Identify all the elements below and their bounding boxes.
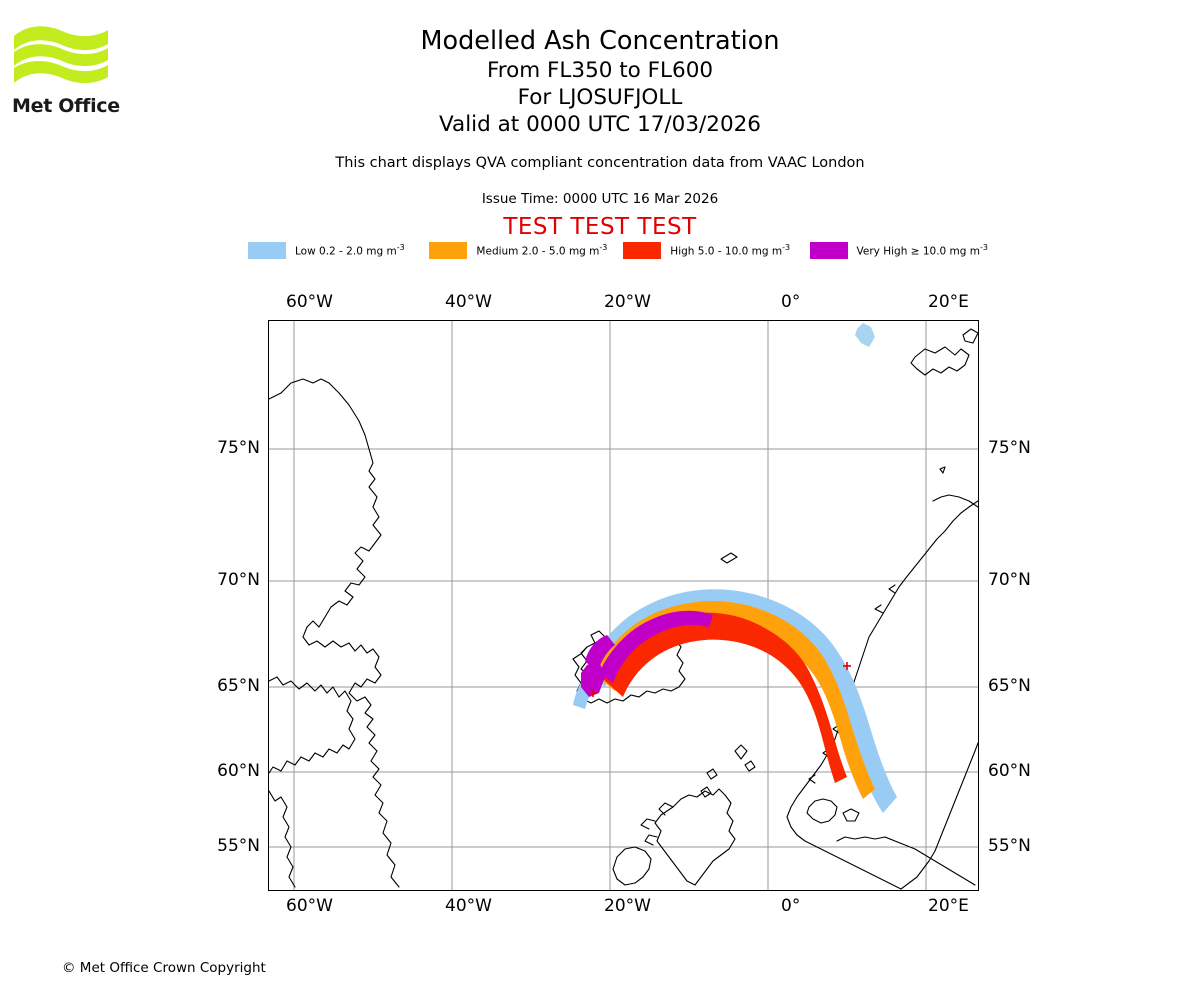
title-valid-at: Valid at 0000 UTC 17/03/2026 — [438, 112, 761, 137]
north-european-plain-coast — [836, 836, 976, 886]
lat-tick-left-4: 55°N — [217, 836, 260, 856]
map-canvas — [269, 321, 978, 890]
lat-tick-left-0: 75°N — [217, 438, 260, 458]
legend-swatch-very-high — [809, 241, 848, 259]
lat-tick-right-1: 70°N — [988, 570, 1031, 590]
jan-mayen-island — [720, 552, 738, 564]
lon-tick-top-1: 40°W — [445, 292, 492, 312]
lat-tick-left-3: 60°N — [217, 761, 260, 781]
lat-tick-right-4: 55°N — [988, 836, 1031, 856]
plume-very-high-band — [599, 610, 713, 683]
coastlines — [269, 328, 978, 890]
legend-entry-medium: Medium 2.0 - 5.0 mg m-3 — [429, 241, 607, 259]
islay — [644, 834, 658, 846]
lat-tick-right-3: 60°N — [988, 761, 1031, 781]
met-office-waves-icon — [14, 26, 108, 84]
lat-tick-right-0: 75°N — [988, 438, 1031, 458]
legend-label-very-high: Very High ≥ 10.0 mg m-3 — [856, 242, 988, 258]
page-title: Modelled Ash Concentration From FL350 to… — [0, 26, 1200, 138]
plume-tick-marker-icon — [843, 662, 851, 670]
graticule — [269, 321, 978, 890]
baffin-coast — [269, 790, 296, 888]
greenland-southwest-coast — [269, 676, 356, 774]
norway-west-coast — [786, 500, 978, 890]
plume-low-band — [587, 589, 897, 813]
svalbard-coast — [910, 346, 970, 376]
legend-swatch-medium — [429, 241, 468, 259]
issue-time: Issue Time: 0000 UTC 16 Mar 2026 — [481, 191, 719, 207]
denmark-jutland — [806, 798, 838, 824]
orkney-islands — [700, 786, 712, 798]
north-cape-coast — [932, 494, 978, 508]
title-volcano: For LJOSUFJOLL — [517, 85, 683, 110]
lat-tick-left-2: 65°N — [217, 676, 260, 696]
lon-tick-bottom-0: 60°W — [286, 896, 333, 916]
plume-high-band — [603, 612, 847, 783]
faroe-islands — [734, 744, 748, 760]
lon-tick-bottom-2: 20°W — [604, 896, 651, 916]
concentration-legend: Low 0.2 - 2.0 mg m-3 Medium 2.0 - 5.0 mg… — [248, 241, 988, 259]
legend-label-medium: Medium 2.0 - 5.0 mg m-3 — [476, 242, 608, 258]
lon-tick-top-2: 20°W — [604, 292, 651, 312]
lon-tick-top-0: 60°W — [286, 292, 333, 312]
great-britain-coast — [654, 788, 736, 886]
sweden-coast — [900, 742, 978, 890]
legend-swatch-low — [248, 241, 286, 259]
denmark-zealand — [842, 808, 860, 822]
copyright-notice: © Met Office Crown Copyright — [62, 960, 266, 976]
legend-label-low: Low 0.2 - 2.0 mg m-3 — [295, 242, 405, 258]
shetland-islands — [706, 768, 718, 780]
lake-vanern — [855, 323, 875, 347]
plume-medium-band — [595, 600, 875, 799]
lat-tick-right-2: 65°N — [988, 676, 1031, 696]
test-banner: TEST TEST TEST — [503, 214, 697, 240]
title-main: Modelled Ash Concentration — [420, 26, 780, 56]
scotland-west-coast — [658, 802, 674, 816]
greenland-east-coast — [269, 378, 400, 888]
source-marker-icon — [589, 689, 597, 697]
legend-entry-very-high: Very High ≥ 10.0 mg m-3 — [809, 241, 988, 259]
chart-subtitle: This chart displays QVA compliant concen… — [335, 155, 865, 171]
plume-very-high-source-core — [581, 661, 605, 697]
hebrides — [640, 818, 656, 830]
fjord-4 — [808, 774, 816, 784]
ash-concentration-map[interactable] — [268, 320, 979, 891]
ash-plume — [573, 589, 897, 813]
lon-tick-bottom-3: 0° — [781, 896, 801, 916]
lofoten-1 — [888, 584, 896, 594]
legend-entry-low: Low 0.2 - 2.0 mg m-3 — [248, 241, 405, 259]
bear-island — [939, 466, 946, 474]
legend-label-high: High 5.0 - 10.0 mg m-3 — [670, 242, 791, 258]
lofoten-2 — [874, 604, 884, 614]
legend-swatch-high — [623, 241, 662, 259]
lat-tick-left-1: 70°N — [217, 570, 260, 590]
met-office-logo: Met Office — [12, 22, 122, 117]
legend-entry-high: High 5.0 - 10.0 mg m-3 — [623, 241, 790, 259]
lon-tick-top-3: 0° — [781, 292, 801, 312]
svalbard-north — [962, 328, 978, 344]
lon-tick-bottom-4: 20°E — [928, 896, 969, 916]
lon-tick-top-4: 20°E — [928, 292, 969, 312]
faroe-islands-south — [744, 760, 756, 772]
lon-tick-bottom-1: 40°W — [445, 896, 492, 916]
title-flight-levels: From FL350 to FL600 — [486, 58, 714, 83]
met-office-wordmark: Met Office — [12, 95, 120, 117]
ireland-coast — [612, 846, 652, 886]
